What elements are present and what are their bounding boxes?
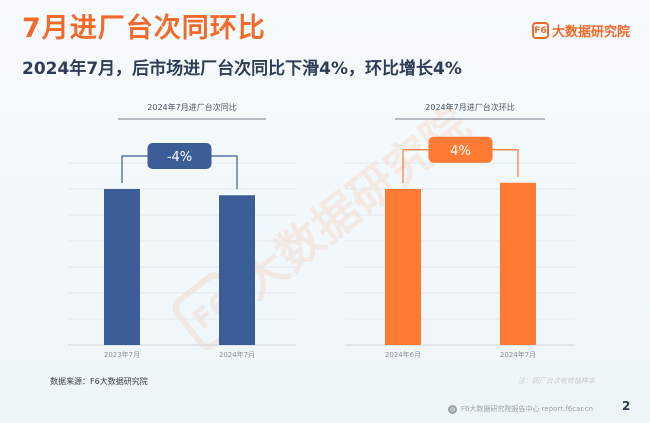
change-badge [428, 136, 493, 163]
connector-right [211, 155, 238, 190]
x-tick-label: 2024年6月 [385, 350, 421, 359]
connector-left [402, 149, 429, 183]
globe-icon: ◎ [448, 404, 457, 414]
brand: F6 大数据研究院 [531, 21, 630, 40]
chart-panel-1: 2024年7月进厂台次同比 2023年7月 2024年7月 -4% [68, 102, 296, 359]
page-title: 7月进厂台次同环比 [22, 13, 266, 44]
page-number: 2 [622, 399, 631, 413]
page-subtitle: 2024年7月，后市场进厂台次同比下滑4%，环比增长4% [22, 59, 462, 79]
x-tick-label: 2024年7月 [500, 350, 536, 359]
chart-panel-2: 2024年7月进厂台次环比 2024年6月 2024年7月 4% [345, 102, 575, 359]
data-source: 数据来源：F6大数据研究院 [50, 377, 148, 386]
brand-name: 大数据研究院 [551, 25, 630, 40]
bar-2 [500, 182, 536, 345]
connector-left [121, 155, 148, 183]
footer-link[interactable]: ◎ F6大数据研究院报告中心 report.f6car.cn [448, 404, 593, 414]
change-label: -4% [167, 150, 192, 165]
bar-1 [104, 189, 140, 345]
bar-2 [219, 195, 255, 345]
chart-title: 2024年7月进厂台次同比 [147, 102, 236, 112]
bar-1 [385, 189, 421, 345]
change-badge [147, 143, 212, 169]
chart-title: 2024年7月进厂台次环比 [425, 102, 514, 112]
footer-website: F6大数据研究院报告中心 report.f6car.cn [461, 405, 594, 413]
footnote: 注：因厂台次有效值样本 [518, 377, 595, 385]
change-label: 4% [450, 144, 471, 159]
brand-logo-icon: F6 [531, 22, 549, 39]
connector-right [492, 149, 519, 177]
x-tick-label: 2023年7月 [104, 350, 140, 359]
x-tick-label: 2024年7月 [219, 350, 255, 359]
